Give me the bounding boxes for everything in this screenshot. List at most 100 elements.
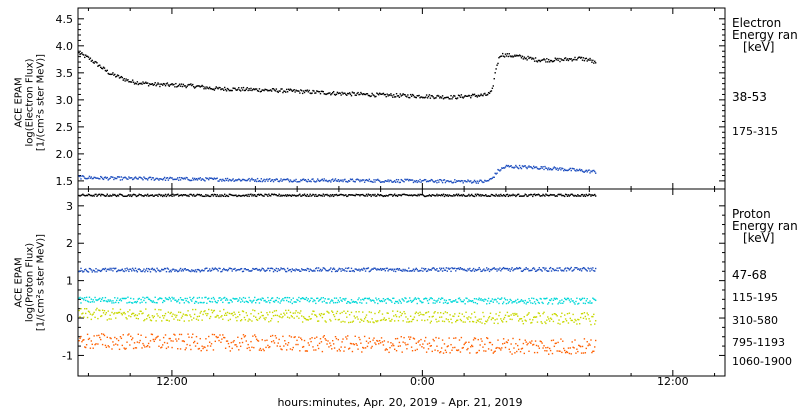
proton-point-47-68 <box>361 194 363 196</box>
proton-point-1060-1900 <box>496 346 498 349</box>
proton-point-310-580 <box>512 300 514 303</box>
proton-point-795-1193 <box>494 319 496 321</box>
proton-point-1060-1900 <box>197 348 200 350</box>
proton-point-310-580 <box>274 299 277 302</box>
electron-point-175-315 <box>462 182 464 184</box>
electron-point-38-53 <box>255 88 258 90</box>
electron-point-38-53 <box>422 97 424 99</box>
proton-point-310-580 <box>448 299 450 301</box>
proton-point-47-68 <box>424 195 427 198</box>
proton-point-310-580 <box>271 297 274 299</box>
proton-point-115-195 <box>316 269 319 272</box>
proton-point-1060-1900 <box>533 351 536 354</box>
proton-point-310-580 <box>573 301 575 304</box>
proton-point-47-68 <box>212 195 215 197</box>
proton-point-310-580 <box>441 297 444 300</box>
proton-point-47-68 <box>117 195 120 197</box>
electron-point-38-53 <box>482 94 484 97</box>
proton-point-1060-1900 <box>277 342 279 344</box>
proton-point-310-580 <box>549 299 552 302</box>
proton-point-115-195 <box>351 270 354 272</box>
proton-point-115-195 <box>546 269 548 272</box>
proton-point-1060-1900 <box>545 347 547 349</box>
electron-point-38-53 <box>466 95 468 97</box>
proton-point-47-68 <box>490 193 493 196</box>
electron-point-38-53 <box>331 93 333 95</box>
electron-point-175-315 <box>470 180 472 182</box>
proton-point-1060-1900 <box>317 347 320 350</box>
proton-point-47-68 <box>272 194 275 196</box>
proton-point-310-580 <box>220 299 222 301</box>
proton-point-47-68 <box>273 193 276 195</box>
proton-point-115-195 <box>254 267 257 270</box>
proton-point-115-195 <box>254 268 256 271</box>
proton-point-115-195 <box>504 267 507 270</box>
proton-point-47-68 <box>126 195 128 197</box>
proton-point-310-580 <box>561 299 563 301</box>
proton-point-310-580 <box>365 302 368 304</box>
proton-point-795-1193 <box>401 312 403 315</box>
electron-point-175-315 <box>345 180 347 183</box>
proton-point-1060-1900 <box>484 343 486 346</box>
proton-point-47-68 <box>516 194 518 197</box>
proton-point-115-195 <box>563 268 566 270</box>
proton-point-795-1193 <box>178 319 181 322</box>
electron-point-38-53 <box>528 57 530 60</box>
proton-point-310-580 <box>276 296 278 299</box>
proton-point-795-1193 <box>272 315 275 317</box>
proton-point-310-580 <box>354 301 356 303</box>
proton-legend-795-1193: 795-1193 <box>732 336 785 349</box>
electron-point-38-53 <box>428 94 431 96</box>
proton-point-1060-1900 <box>121 344 124 347</box>
proton-point-1060-1900 <box>239 345 242 348</box>
proton-point-115-195 <box>275 267 278 270</box>
proton-point-1060-1900 <box>242 334 245 336</box>
electron-point-38-53 <box>569 58 572 60</box>
proton-point-115-195 <box>451 267 453 269</box>
electron-point-175-315 <box>473 179 476 182</box>
electron-point-38-53 <box>527 55 529 58</box>
electron-point-38-53 <box>541 59 543 61</box>
electron-point-175-315 <box>311 178 313 181</box>
proton-point-310-580 <box>488 302 491 305</box>
proton-point-115-195 <box>372 268 374 270</box>
electron-point-38-53 <box>535 60 538 62</box>
electron-point-38-53 <box>100 66 102 69</box>
proton-point-795-1193 <box>177 319 179 321</box>
electron-point-38-53 <box>374 96 376 98</box>
proton-point-310-580 <box>258 302 261 304</box>
electron-point-38-53 <box>581 59 584 61</box>
proton-point-47-68 <box>385 194 387 197</box>
electron-point-38-53 <box>591 61 593 63</box>
electron-point-38-53 <box>583 59 586 62</box>
proton-point-47-68 <box>566 195 569 197</box>
proton-point-115-195 <box>84 268 86 271</box>
proton-point-310-580 <box>386 298 388 300</box>
electron-point-38-53 <box>574 56 576 59</box>
proton-point-310-580 <box>593 298 595 300</box>
electron-point-38-53 <box>553 59 556 62</box>
proton-point-47-68 <box>416 195 418 197</box>
electron-point-38-53 <box>239 90 242 92</box>
proton-point-1060-1900 <box>180 333 183 336</box>
proton-point-310-580 <box>301 297 303 300</box>
proton-point-310-580 <box>570 298 572 300</box>
proton-point-1060-1900 <box>281 348 283 351</box>
proton-point-1060-1900 <box>486 337 489 340</box>
proton-point-47-68 <box>344 194 346 197</box>
proton-point-115-195 <box>139 269 141 271</box>
proton-point-115-195 <box>579 268 582 270</box>
proton-point-795-1193 <box>347 310 349 313</box>
electron-point-175-315 <box>414 181 417 183</box>
proton-point-310-580 <box>88 296 91 298</box>
proton-point-310-580 <box>580 298 583 301</box>
proton-point-1060-1900 <box>105 346 108 349</box>
proton-point-795-1193 <box>440 316 443 318</box>
proton-point-115-195 <box>196 268 199 271</box>
proton-point-1060-1900 <box>510 343 512 345</box>
proton-point-795-1193 <box>115 317 117 319</box>
proton-point-47-68 <box>235 194 237 196</box>
electron-point-175-315 <box>186 177 188 179</box>
proton-point-310-580 <box>494 298 496 301</box>
proton-point-47-68 <box>195 194 198 196</box>
